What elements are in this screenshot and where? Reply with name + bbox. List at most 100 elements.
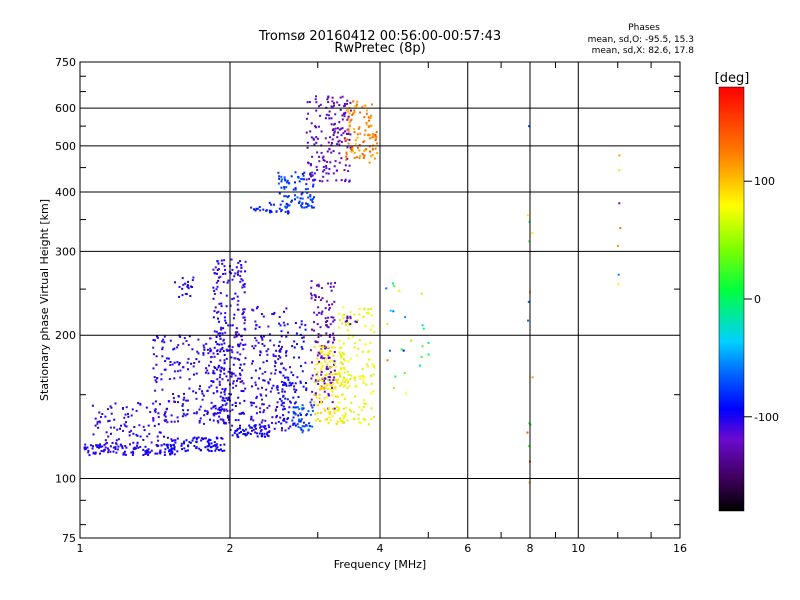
data-point — [215, 412, 218, 415]
data-point — [346, 102, 348, 105]
data-point — [331, 303, 334, 306]
data-points — [83, 95, 622, 484]
data-point — [132, 450, 135, 453]
data-point — [278, 322, 281, 325]
data-point — [318, 397, 321, 400]
data-point — [142, 454, 145, 456]
data-point — [344, 111, 347, 114]
data-point — [349, 133, 352, 136]
data-point — [168, 449, 171, 452]
data-point — [333, 131, 336, 134]
data-point — [280, 380, 283, 383]
data-point — [219, 444, 222, 447]
data-point — [281, 362, 283, 365]
data-point — [217, 268, 220, 270]
data-point — [367, 365, 369, 368]
data-point — [102, 450, 105, 453]
data-point — [98, 411, 101, 414]
data-point — [307, 196, 310, 199]
data-point — [329, 419, 332, 422]
data-point — [201, 390, 204, 393]
data-point — [369, 117, 372, 119]
y-tick-label: 500 — [55, 140, 76, 153]
data-point — [223, 391, 226, 393]
data-point — [225, 375, 228, 378]
data-point — [312, 185, 314, 188]
data-point — [347, 170, 350, 173]
data-point — [209, 439, 212, 442]
data-point — [370, 155, 372, 158]
data-point — [320, 351, 323, 354]
data-point — [349, 323, 352, 326]
data-point — [278, 192, 281, 195]
data-point — [342, 357, 345, 360]
data-point — [231, 373, 234, 376]
data-point — [216, 260, 219, 263]
data-point — [125, 425, 128, 428]
data-point — [288, 381, 291, 384]
data-point — [244, 387, 247, 390]
y-tick-label: 300 — [55, 245, 76, 258]
data-point — [386, 323, 389, 326]
data-point — [340, 356, 342, 359]
data-point — [265, 427, 267, 430]
data-point — [266, 431, 269, 434]
data-point — [146, 435, 149, 438]
data-point — [359, 421, 362, 424]
data-point — [310, 205, 313, 207]
data-point — [214, 449, 217, 452]
data-point — [123, 416, 126, 419]
data-point — [243, 412, 245, 415]
data-point — [254, 344, 257, 347]
data-point — [334, 378, 337, 381]
data-point — [299, 380, 302, 383]
data-point — [259, 367, 261, 370]
data-point — [301, 197, 304, 200]
data-point — [166, 436, 169, 439]
data-point — [363, 307, 366, 310]
data-point — [250, 415, 253, 418]
data-point — [185, 399, 188, 402]
data-point — [297, 420, 300, 423]
data-point — [285, 384, 288, 387]
data-point — [232, 363, 235, 366]
data-point — [89, 444, 92, 447]
data-point — [280, 404, 283, 407]
data-point — [129, 443, 131, 446]
data-point — [184, 414, 187, 417]
data-point — [318, 344, 321, 347]
data-point — [349, 109, 352, 112]
data-point — [203, 414, 206, 417]
data-point — [371, 133, 374, 136]
data-point — [354, 378, 356, 381]
data-point — [122, 407, 124, 409]
data-point — [349, 311, 352, 314]
data-point — [147, 448, 150, 451]
data-point — [286, 418, 289, 421]
data-point — [296, 406, 299, 409]
data-point — [215, 281, 218, 284]
data-point — [220, 259, 223, 262]
data-point — [185, 340, 188, 342]
y-tick-label: 200 — [55, 329, 76, 342]
data-point — [315, 141, 318, 144]
data-point — [169, 364, 172, 366]
data-point — [250, 206, 253, 209]
data-point — [282, 419, 285, 422]
data-point — [244, 434, 247, 437]
data-point — [421, 324, 424, 327]
data-point — [301, 404, 304, 407]
data-point — [206, 410, 209, 413]
data-point — [318, 388, 321, 391]
data-point — [333, 351, 336, 353]
data-point — [364, 325, 367, 327]
data-point — [327, 95, 330, 98]
data-point — [248, 424, 251, 427]
data-point — [367, 423, 370, 426]
data-point — [191, 279, 194, 282]
data-point — [282, 408, 285, 411]
data-point — [225, 348, 228, 351]
data-point — [292, 188, 295, 191]
data-point — [163, 335, 166, 338]
data-point — [346, 99, 349, 102]
